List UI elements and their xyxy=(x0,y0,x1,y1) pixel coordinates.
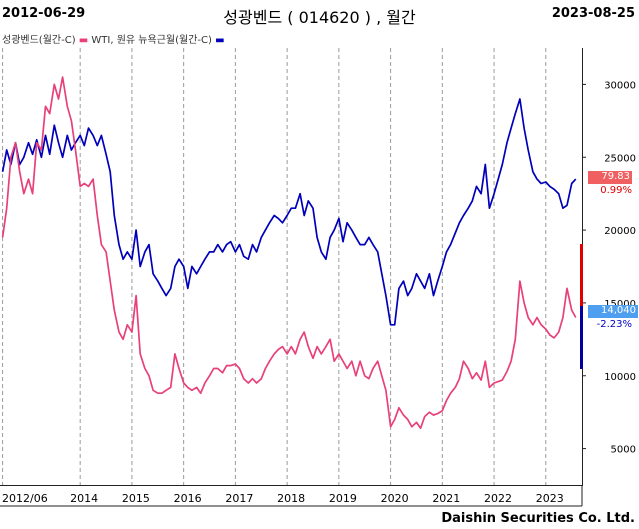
chart-title: 성광벤드 ( 014620 ) , 월간 xyxy=(223,8,416,27)
legend: 성광벤드(월간-C) ▬ WTI, 원유 뉴욕근월(월간-C) ▬ xyxy=(2,31,225,46)
y-tick-label: 25000 xyxy=(604,153,636,164)
y-tick-label: 15000 xyxy=(604,299,636,310)
x-tick-label: 2014 xyxy=(70,492,98,505)
wti-value-tag: 79.83 xyxy=(588,171,632,184)
scale-bar-blue xyxy=(580,306,583,369)
scale-bar-red xyxy=(580,244,583,306)
stock-change-label: -2.23% xyxy=(596,319,632,330)
y-tick-label: 20000 xyxy=(604,226,636,237)
x-tick-label: 2021 xyxy=(432,492,460,505)
wti-change-label: 0.99% xyxy=(600,185,632,196)
x-tick-label: 2015 xyxy=(122,492,150,505)
x-tick-label: 2023 xyxy=(536,492,564,505)
wti-price-line xyxy=(1,76,577,430)
chart-header: 2012-06-29 성광벤드 ( 014620 ) , 월간 2023-08-… xyxy=(0,0,639,30)
start-date: 2012-06-29 xyxy=(2,6,86,21)
x-tick-label: 2020 xyxy=(381,492,409,505)
x-tick-label: 2022 xyxy=(484,492,512,505)
x-tick-label: 2016 xyxy=(174,492,202,505)
y-tick-label: 30000 xyxy=(604,80,636,91)
x-tick-label: 2019 xyxy=(329,492,357,505)
stock-price-line xyxy=(1,98,577,326)
x-tick-label: 2018 xyxy=(277,492,305,505)
stock-value-tag: 14,040 xyxy=(588,305,638,318)
y-tick-label: 10000 xyxy=(604,372,636,383)
end-date: 2023-08-25 xyxy=(551,6,635,21)
x-tick-label: 2017 xyxy=(225,492,253,505)
legend-stock-marker: ▬ xyxy=(215,35,225,46)
legend-stock-label: 성광벤드(월간-C) xyxy=(2,35,76,46)
legend-wti-marker: ▬ xyxy=(78,35,89,46)
credit-text: Daishin Securities Co. Ltd. xyxy=(441,511,635,526)
x-tick-label: 2012/06 xyxy=(2,492,48,505)
y-tick-label: 5000 xyxy=(611,445,636,456)
legend-wti-label: WTI, 원유 뉴욕근월(월간-C) xyxy=(91,35,212,46)
